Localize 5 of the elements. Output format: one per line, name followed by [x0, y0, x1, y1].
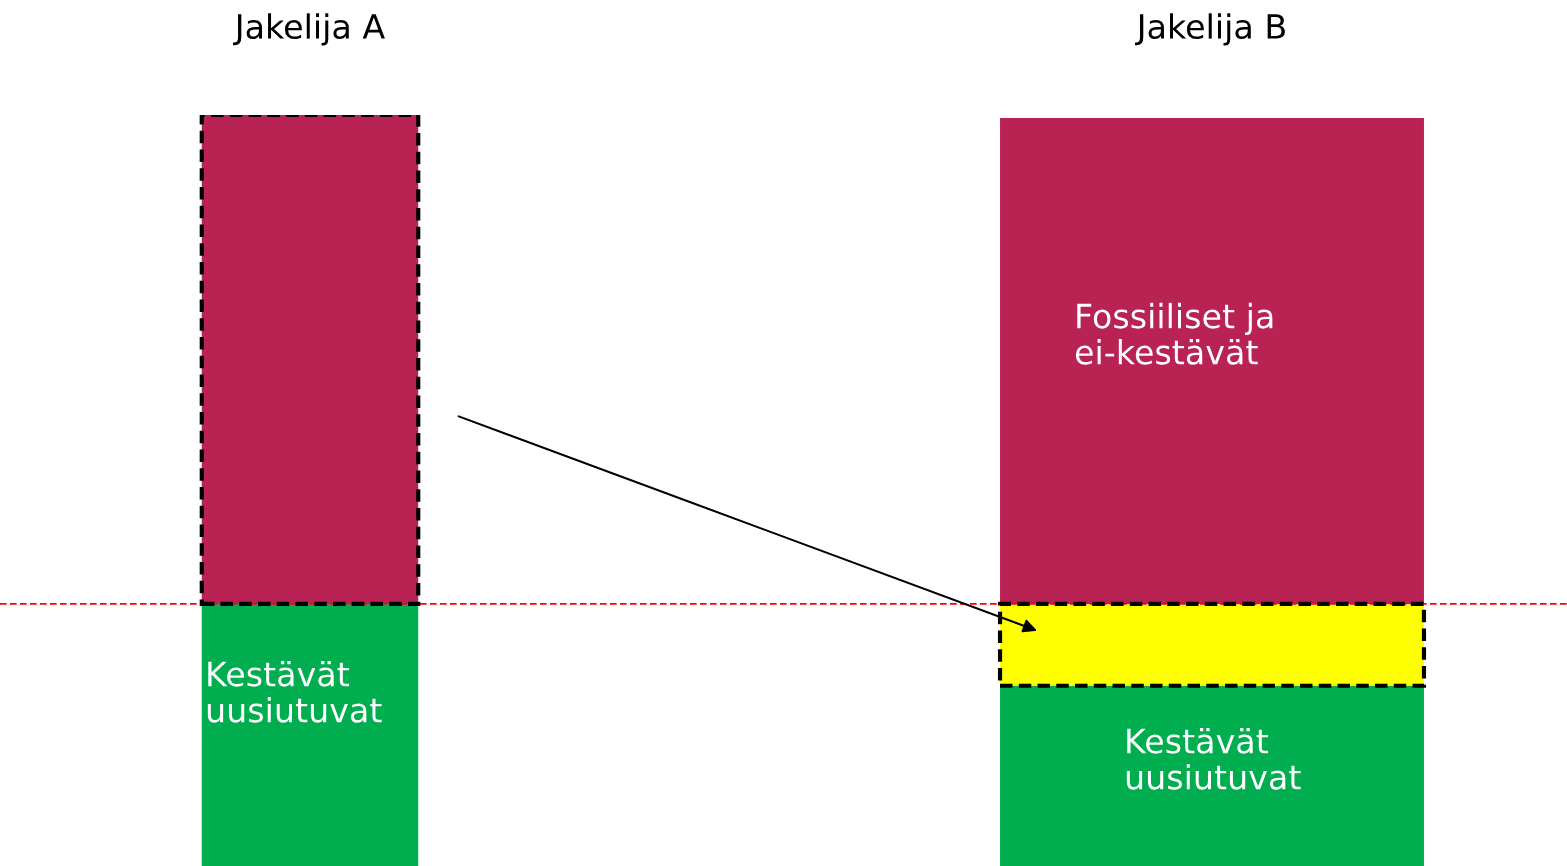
annotation: Kestävät uusiutuvat [1126, 727, 1301, 790]
x-tick-label: Jakelija A [233, 13, 385, 46]
annotation: Kestävät uusiutuvat [207, 660, 382, 723]
annotation: Fossiiliset ja ei-kestävät [1075, 302, 1273, 365]
x-tick-label: Jakelija B [1135, 13, 1285, 46]
